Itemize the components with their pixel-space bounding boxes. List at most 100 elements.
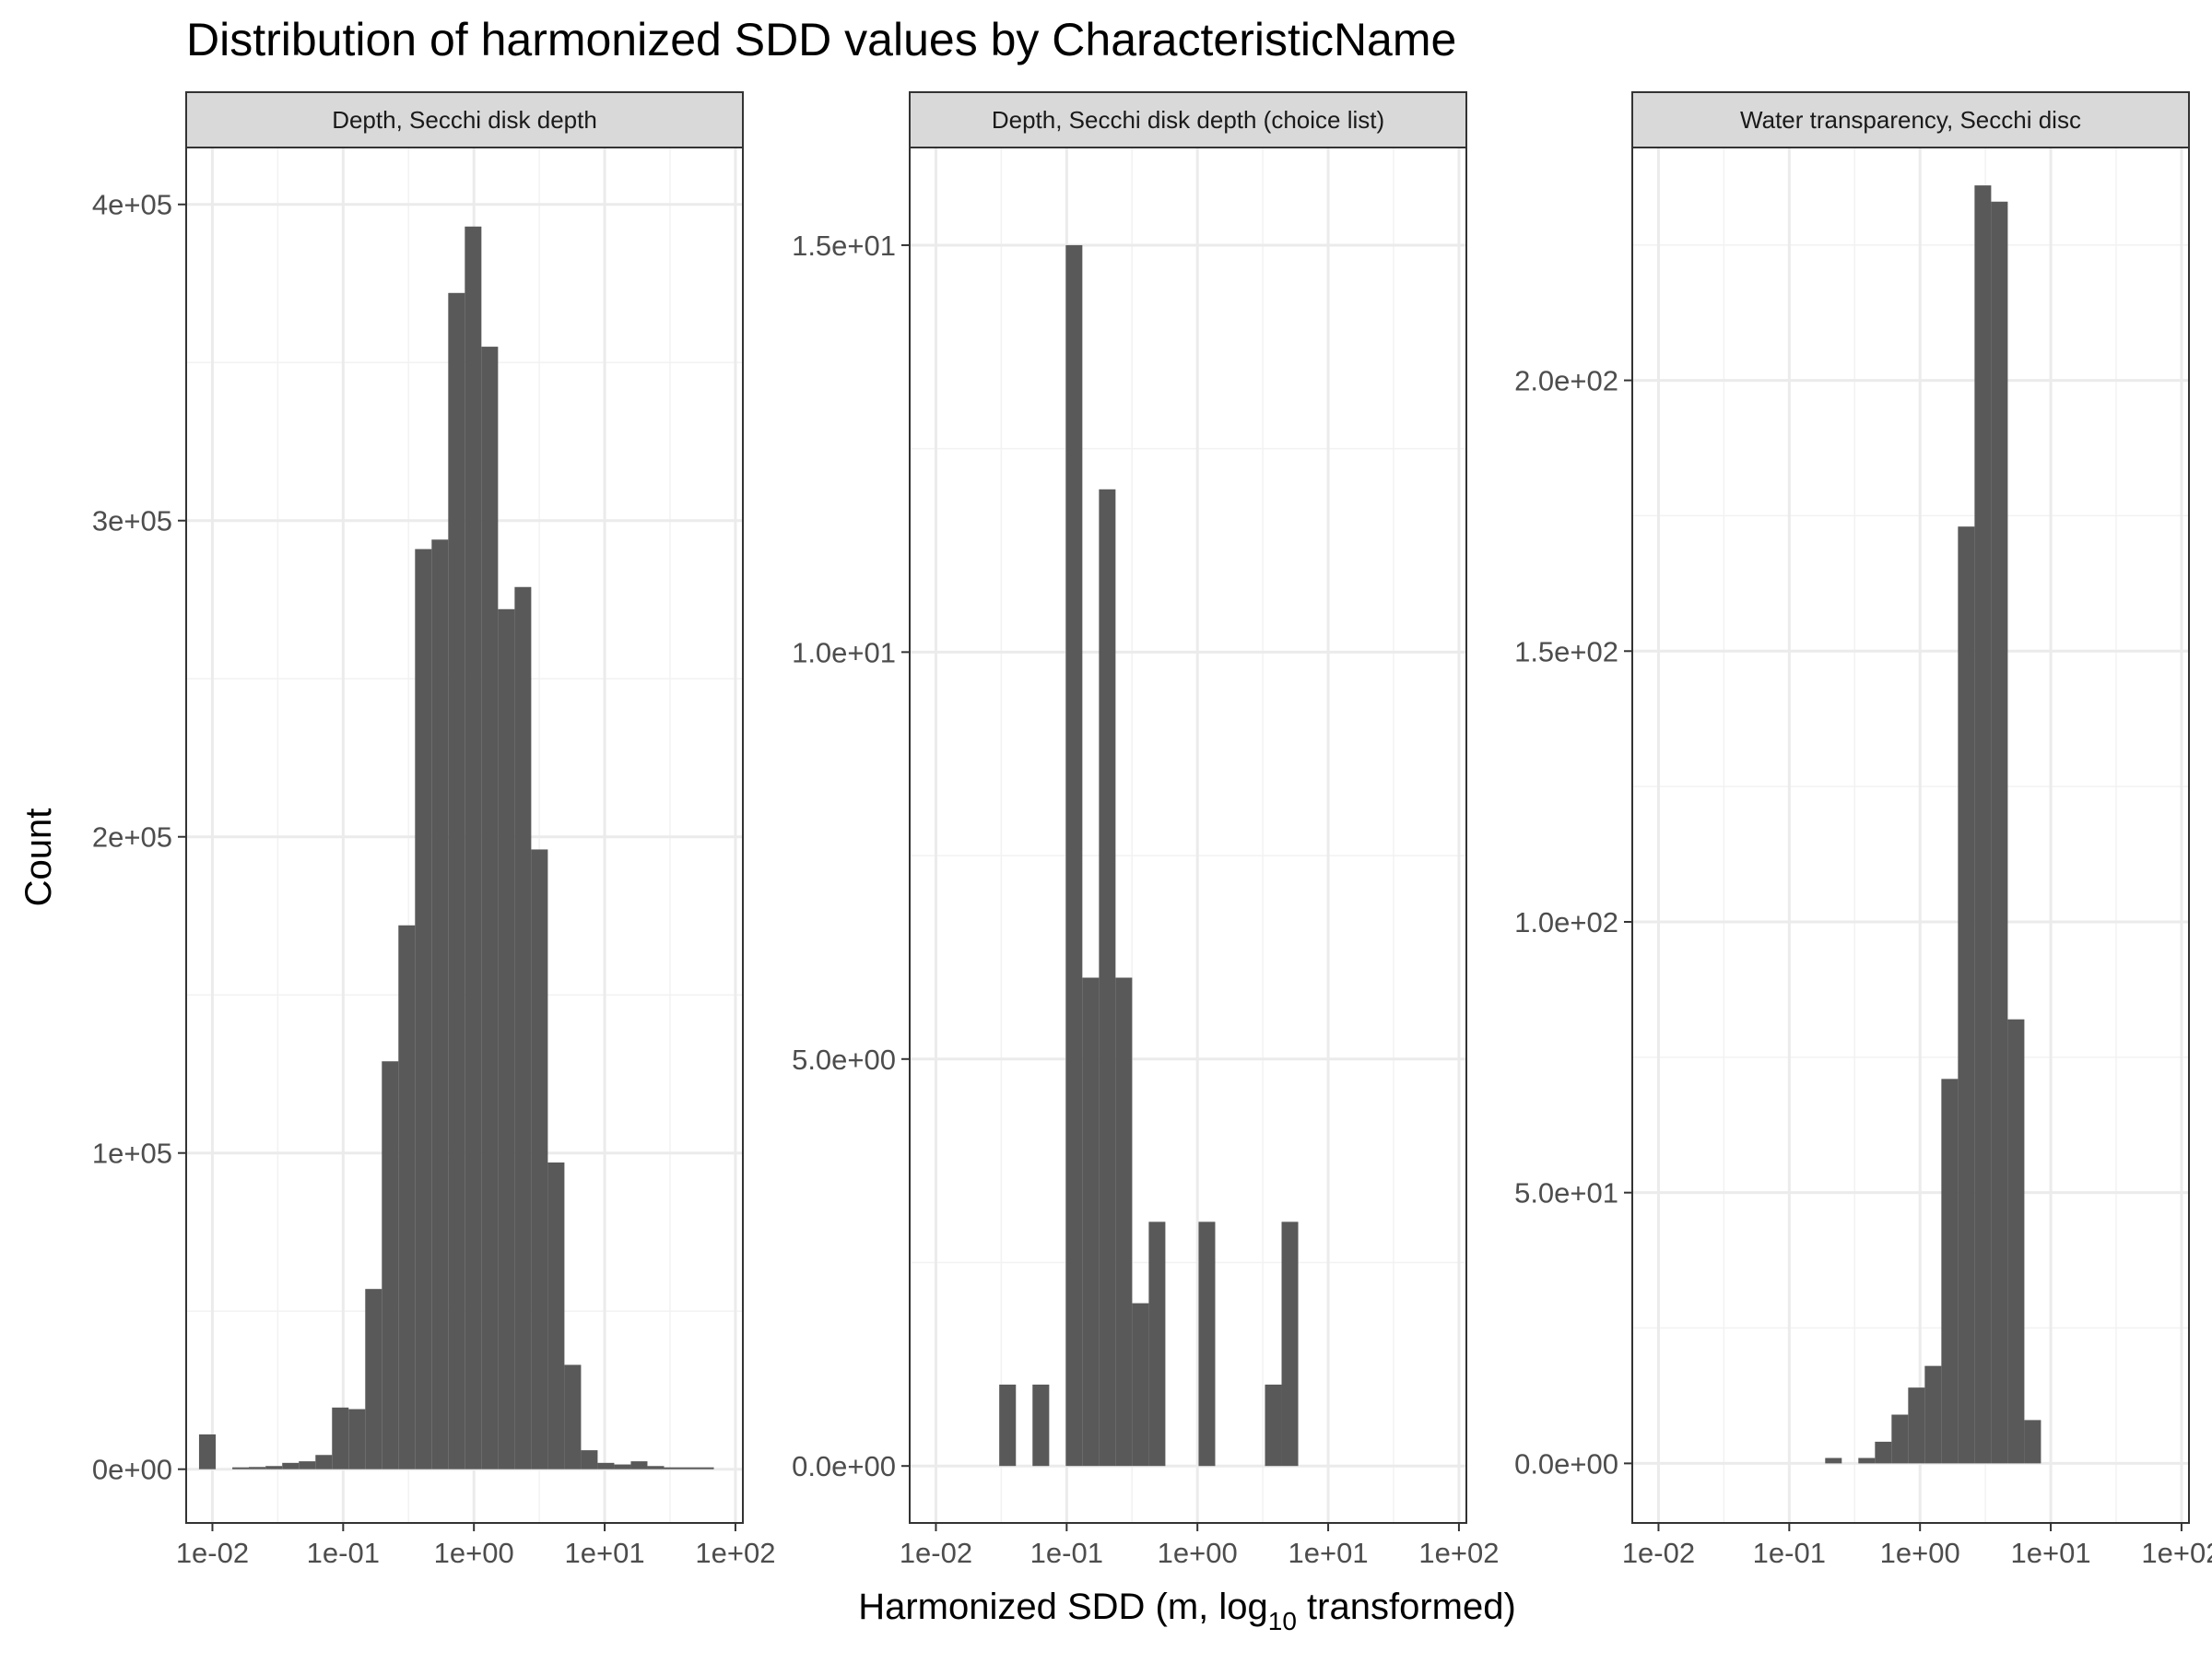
histogram-bar xyxy=(265,1466,283,1469)
histogram-bar xyxy=(365,1289,382,1469)
y-tick-label: 2.0e+02 xyxy=(1514,365,1618,397)
x-tick-label: 1e-02 xyxy=(900,1537,972,1569)
y-tick-label: 1.5e+02 xyxy=(1514,635,1618,667)
x-tick-label: 1e-02 xyxy=(1622,1537,1695,1569)
histogram-bar xyxy=(232,1467,250,1469)
chart-title: Distribution of harmonized SDD values by… xyxy=(186,14,1456,65)
histogram-bar xyxy=(531,849,548,1469)
histogram-bar xyxy=(1924,1365,1942,1464)
histogram-bar xyxy=(481,347,499,1469)
histogram-bar xyxy=(2024,1420,2041,1464)
histogram-bar xyxy=(1198,1221,1216,1467)
histogram-bar xyxy=(664,1467,681,1469)
histogram-bar xyxy=(614,1464,631,1469)
histogram-bar xyxy=(1958,526,1975,1464)
histogram-bar xyxy=(315,1455,333,1469)
x-tick-label: 1e-01 xyxy=(1030,1537,1103,1569)
y-tick-label: 1.0e+02 xyxy=(1514,906,1618,938)
histogram-bar xyxy=(680,1467,698,1469)
y-axis-label: Count xyxy=(18,808,59,907)
y-tick-label: 5.0e+01 xyxy=(1514,1177,1618,1210)
x-axis-label: Harmonized SDD (m, log10 transformed) xyxy=(858,1587,1516,1635)
x-tick-label: 1e+01 xyxy=(1288,1537,1369,1569)
histogram-bar xyxy=(1099,489,1116,1467)
y-tick-label: 0.0e+00 xyxy=(1514,1447,1618,1480)
panel-background xyxy=(910,148,1466,1523)
x-tick-label: 1e+00 xyxy=(1880,1537,1960,1569)
facet-strip-label: Depth, Secchi disk depth xyxy=(332,106,597,134)
histogram-bar xyxy=(1974,185,1992,1464)
y-tick-label: 5.0e+00 xyxy=(792,1044,896,1076)
histogram-bar xyxy=(1032,1384,1050,1467)
x-axis-label-prefix: Harmonized SDD (m, log xyxy=(858,1587,1268,1627)
x-tick-label: 1e+02 xyxy=(1418,1537,1499,1569)
histogram-bar xyxy=(398,925,416,1469)
histogram-bar xyxy=(348,1409,366,1469)
histogram-bar xyxy=(415,549,432,1469)
histogram-bar xyxy=(514,586,532,1469)
facet-panel-3: Water transparency, Secchi disc 0.0e+00 5.… xyxy=(1514,91,2212,1569)
histogram-bar xyxy=(1908,1387,1925,1464)
histogram-bar xyxy=(564,1364,582,1469)
facet-panel-1: Depth, Secchi disk depth 0e+00 1e+05 2e+05 3… xyxy=(92,91,775,1569)
x-tick-label: 1e+02 xyxy=(2141,1537,2212,1569)
x-tick-label: 1e+00 xyxy=(1158,1537,1238,1569)
x-axis-label-subscript: 10 xyxy=(1268,1607,1297,1635)
y-tick-label: 1.0e+01 xyxy=(792,636,896,668)
facet-strip xyxy=(909,91,1467,148)
histogram-bar xyxy=(465,226,482,1469)
x-tick-label: 1e+00 xyxy=(434,1537,514,1569)
x-tick-label: 1e-01 xyxy=(1753,1537,1826,1569)
histogram-bar xyxy=(1148,1221,1166,1467)
histogram-bar xyxy=(647,1466,665,1469)
y-tick-label: 2e+05 xyxy=(92,821,172,854)
histogram-bar xyxy=(1941,1079,1959,1464)
facet-strip xyxy=(1631,91,2190,148)
histogram-bar xyxy=(448,292,465,1469)
histogram-bar xyxy=(1875,1441,1892,1464)
histogram-bar xyxy=(382,1061,399,1469)
histogram-bar xyxy=(1115,977,1133,1467)
facet-panels: Depth, Secchi disk depth 0e+00 1e+05 2e+05 3… xyxy=(92,91,2212,1569)
panel-background xyxy=(1632,148,2189,1523)
facet-strip-label: Depth, Secchi disk depth (choice list) xyxy=(992,106,1384,134)
x-tick-label: 1e-01 xyxy=(307,1537,380,1569)
histogram-bar xyxy=(1858,1457,1876,1464)
histogram-bar xyxy=(431,539,449,1469)
histogram-bar xyxy=(547,1162,565,1469)
histogram-bar xyxy=(1065,244,1083,1467)
histogram-bar xyxy=(498,608,515,1469)
histogram-bar xyxy=(1991,201,2008,1464)
histogram-bar xyxy=(282,1462,300,1469)
histogram-bar xyxy=(1891,1414,1909,1464)
x-tick-label: 1e+01 xyxy=(2011,1537,2091,1569)
histogram-bar xyxy=(2007,1019,2025,1464)
histogram-bar xyxy=(1825,1457,1842,1464)
x-tick-label: 1e+01 xyxy=(565,1537,645,1569)
histogram-bar xyxy=(630,1461,648,1469)
y-tick-label: 0.0e+00 xyxy=(792,1450,896,1482)
x-tick-label: 1e-02 xyxy=(176,1537,249,1569)
facet-strip-label: Water transparency, Secchi disc xyxy=(1740,106,2081,134)
y-tick-label: 0e+00 xyxy=(92,1454,172,1486)
y-tick-label: 4e+05 xyxy=(92,189,172,221)
histogram-bar xyxy=(198,1434,217,1469)
histogram-bar xyxy=(332,1407,349,1469)
histogram-bar xyxy=(581,1450,598,1469)
y-tick-label: 1e+05 xyxy=(92,1138,172,1170)
histogram-bar xyxy=(999,1384,1017,1467)
histogram-bar xyxy=(1132,1303,1149,1467)
histogram-bar xyxy=(697,1467,714,1469)
facet-panel-2: Depth, Secchi disk depth (choice list) 0.… xyxy=(792,91,1499,1569)
y-tick-label: 3e+05 xyxy=(92,505,172,537)
histogram-bar xyxy=(1082,977,1100,1467)
histogram-bar xyxy=(597,1462,615,1469)
histogram-bar xyxy=(1281,1221,1299,1467)
histogram-bar xyxy=(299,1461,316,1469)
x-axis-label-suffix: transformed) xyxy=(1297,1587,1516,1627)
histogram-bar xyxy=(249,1467,266,1469)
facet-strip xyxy=(185,91,744,148)
histogram-bar xyxy=(1265,1384,1282,1467)
